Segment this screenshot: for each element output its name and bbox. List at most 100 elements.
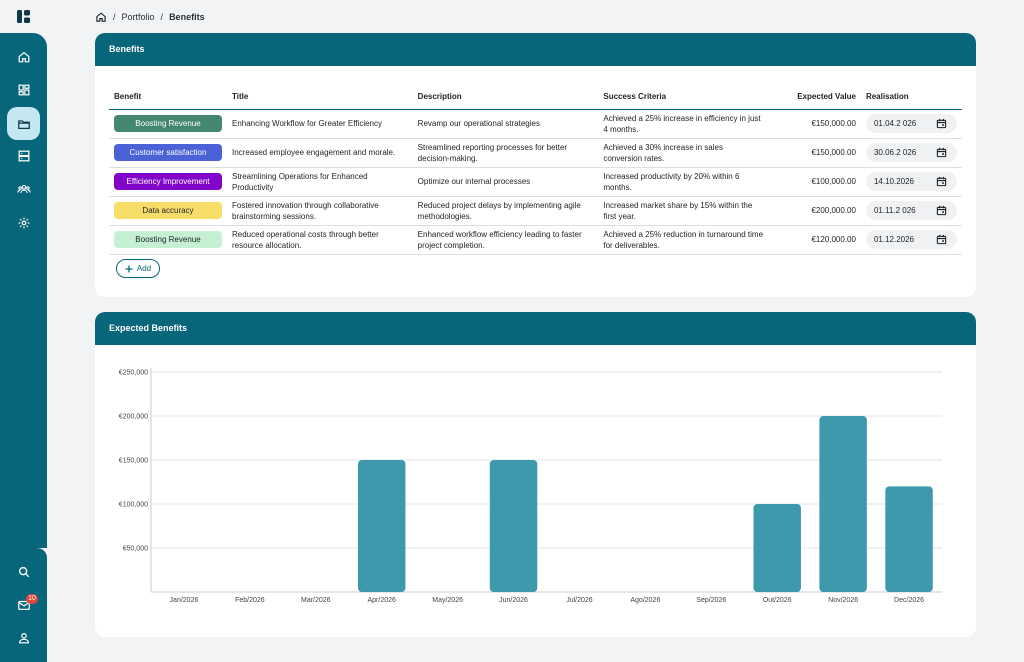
title-cell: Fostered innovation through collaborativ… (227, 196, 413, 226)
benefit-cell: Data accuracy (109, 196, 227, 226)
table-header-row: Benefit Title Description Success Criter… (109, 84, 962, 110)
search-icon (18, 566, 29, 578)
description-cell: Enhanced workflow efficiency leading to … (412, 225, 599, 255)
column-header-success-criteria[interactable]: Success Criteria (598, 84, 769, 110)
benefit-cell: Boosting Revenue (109, 225, 227, 255)
benefit-tag[interactable]: Efficiency Improvement (114, 173, 222, 190)
column-header-expected-value[interactable]: Expected Value (768, 84, 861, 110)
realisation-cell: 01.12.2026 (860, 225, 962, 255)
realisation-date-field[interactable]: 01.04.2 026 (865, 114, 957, 133)
column-header-benefit[interactable]: Benefit (109, 84, 227, 110)
expected-benefits-card: Expected Benefits €50,000 €100,000 €150,00… (95, 312, 976, 637)
breadcrumb-portfolio[interactable]: Portfolio (121, 12, 155, 22)
app-logo[interactable] (17, 10, 30, 23)
realisation-date-value: 30.06.2 026 (873, 148, 917, 157)
column-header-title[interactable]: Title (227, 84, 413, 110)
description-cell: Revamp our operational strategies (412, 109, 599, 139)
title-cell: Increased employee engagement and morale… (227, 138, 413, 168)
add-benefit-label: Add (136, 264, 152, 273)
table-row[interactable]: Boosting Revenue Enhancing Workflow for G… (109, 109, 962, 139)
breadcrumb-current: Benefits (169, 12, 205, 22)
success-criteria-cell: Achieved a 25% increase in efficiency in… (598, 109, 769, 139)
breadcrumb: / Portfolio / Benefits (95, 10, 205, 24)
nav-database[interactable] (7, 142, 40, 170)
nav-portfolio[interactable] (7, 107, 40, 140)
table-row[interactable]: Boosting Revenue Reduced operational cost… (109, 225, 962, 255)
table-row[interactable]: Customer satisfaction Increased employee … (109, 138, 962, 168)
x-tick-label: Nov/2026 (828, 597, 858, 604)
user-icon (18, 633, 29, 644)
realisation-date-value: 01.11.2 026 (873, 206, 916, 215)
breadcrumb-separator: / (113, 12, 116, 22)
server-icon (18, 150, 29, 162)
benefit-tag[interactable]: Data accuracy (114, 202, 222, 219)
benefit-tag[interactable]: Customer satisfaction (114, 144, 222, 161)
realisation-cell: 01.11.2 026 (860, 196, 962, 226)
success-criteria-cell: Increased productivity by 20% within 6 m… (598, 167, 769, 197)
realisation-date-field[interactable]: 01.11.2 026 (865, 201, 957, 220)
benefit-tag[interactable]: Boosting Revenue (114, 231, 222, 248)
x-tick-label: Ago/2026 (630, 597, 660, 604)
title-cell: Reduced operational costs through better… (227, 225, 413, 255)
x-tick-label: Feb/2026 (235, 597, 265, 604)
benefit-cell: Efficiency Improvement (109, 167, 227, 197)
y-tick-label: €150,000 (119, 458, 148, 465)
realisation-date-field[interactable]: 14.10.2026 (865, 172, 957, 191)
nav-search[interactable] (7, 558, 40, 586)
calendar-icon[interactable] (936, 234, 947, 245)
x-tick-label: Dec/2026 (894, 597, 924, 604)
calendar-icon[interactable] (936, 176, 947, 187)
column-header-realisation[interactable]: Realisation (860, 84, 962, 110)
nav-home[interactable] (7, 43, 40, 71)
home-icon[interactable] (95, 11, 107, 23)
x-tick-label: Apr/2026 (367, 597, 396, 604)
benefits-table: Benefit Title Description Success Criter… (109, 84, 962, 255)
benefit-cell: Boosting Revenue (109, 109, 227, 139)
success-criteria-cell: Increased market share by 15% within the… (598, 196, 769, 226)
nav-settings[interactable] (7, 209, 40, 237)
realisation-cell: 30.06.2 026 (860, 138, 962, 168)
plus-icon (125, 265, 133, 272)
title-cell: Enhancing Workflow for Greater Efficienc… (227, 109, 413, 139)
expected-value-cell: €100,000.00 (768, 167, 861, 197)
realisation-date-value: 01.12.2026 (873, 235, 914, 244)
description-cell: Reduced project delays by implementing a… (412, 196, 599, 226)
nav-inbox[interactable]: 10 (7, 591, 40, 619)
title-cell: Streamlining Operations for Enhanced Pro… (227, 167, 413, 197)
realisation-date-value: 14.10.2026 (873, 177, 914, 186)
y-tick-label: €100,000 (119, 502, 148, 509)
benefit-tag[interactable]: Boosting Revenue (114, 115, 222, 132)
x-tick-label: Jan/2026 (170, 597, 199, 604)
folder-icon (17, 119, 30, 129)
realisation-cell: 14.10.2026 (860, 167, 962, 197)
description-cell: Optimize our internal processes (412, 167, 599, 197)
benefits-card: Benefits Benefit Title Description Succe… (95, 33, 976, 297)
realisation-date-field[interactable]: 30.06.2 026 (865, 143, 957, 162)
description-cell: Streamlined reporting processes for bett… (412, 138, 599, 168)
column-header-description[interactable]: Description (412, 84, 599, 110)
table-row[interactable]: Data accuracy Fostered innovation through… (109, 196, 962, 226)
calendar-icon[interactable] (936, 147, 947, 158)
table-row[interactable]: Efficiency Improvement Streamlining Opera… (109, 167, 962, 197)
chart-card-title: Expected Benefits (95, 312, 976, 345)
nav-panel (0, 33, 47, 548)
x-tick-label: Mar/2026 (301, 597, 331, 604)
expected-value-cell: €120,000.00 (768, 225, 861, 255)
bar-nov-2026 (819, 416, 867, 592)
notification-badge: 10 (26, 594, 38, 604)
benefit-cell: Customer satisfaction (109, 138, 227, 168)
bar-dec-2026 (885, 486, 933, 592)
calendar-icon[interactable] (936, 205, 947, 216)
bar-jun-2026 (489, 460, 538, 592)
add-benefit-button[interactable]: Add (116, 259, 160, 278)
realisation-date-field[interactable]: 01.12.2026 (865, 230, 957, 249)
nav-profile[interactable] (7, 624, 40, 652)
nav-panel-bottom: 10 (0, 548, 47, 662)
nav-dashboard[interactable] (7, 76, 40, 104)
success-criteria-cell: Achieved a 30% increase in sales convers… (598, 138, 769, 168)
benefits-card-title: Benefits (95, 33, 976, 66)
nav-team[interactable] (7, 175, 40, 203)
calendar-icon[interactable] (936, 118, 947, 129)
y-tick-label: €200,000 (119, 414, 148, 421)
success-criteria-cell: Achieved a 25% reduction in turnaround t… (598, 225, 769, 255)
